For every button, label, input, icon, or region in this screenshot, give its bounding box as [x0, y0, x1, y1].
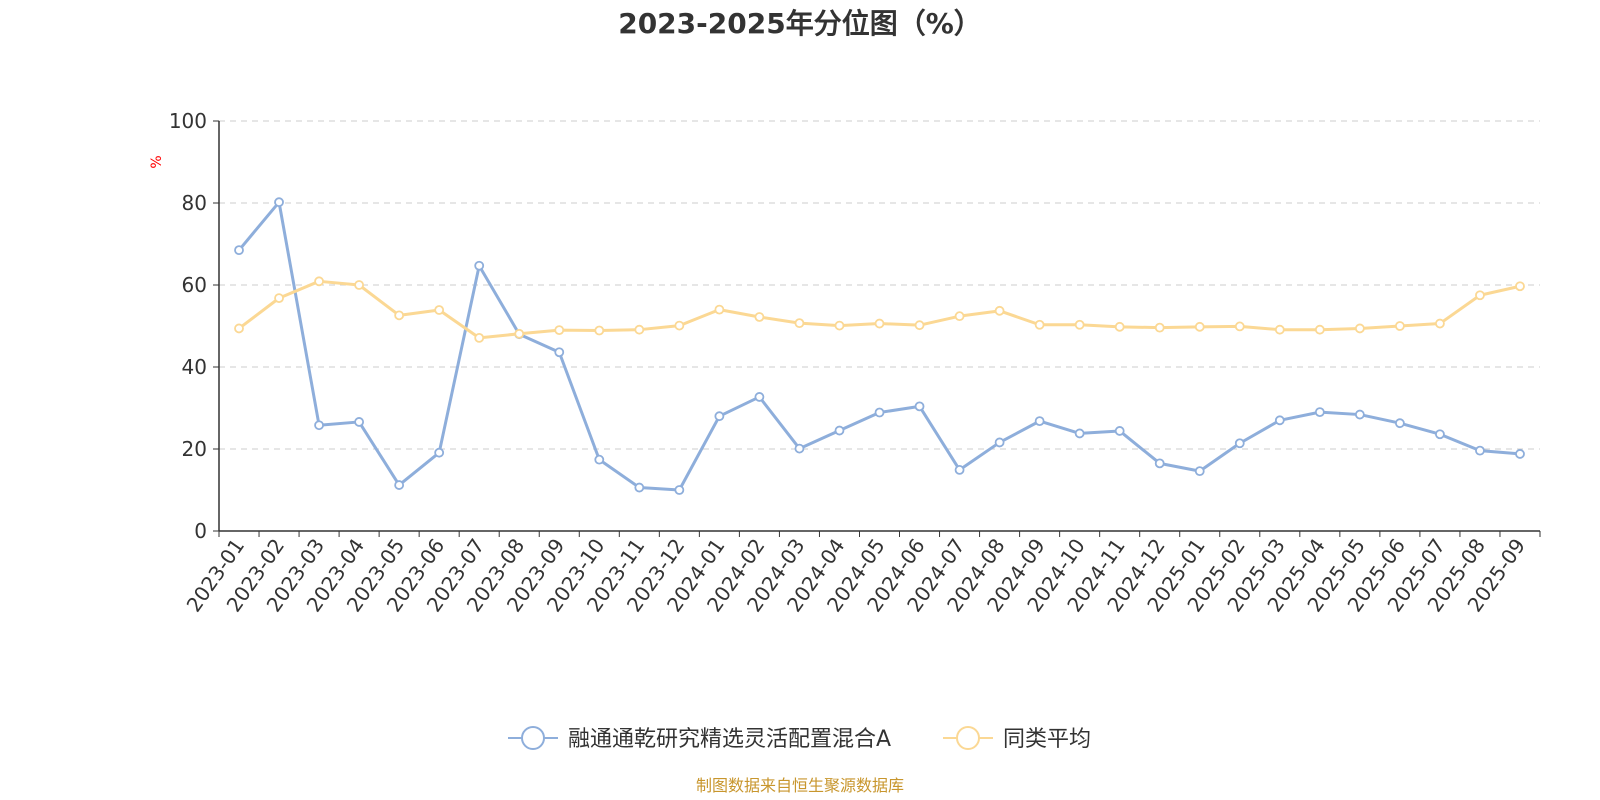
data-point[interactable]: [394, 310, 405, 321]
data-point[interactable]: [714, 304, 725, 315]
legend-item[interactable]: 同类平均: [943, 726, 1091, 752]
data-point[interactable]: [354, 280, 365, 290]
data-point[interactable]: [954, 465, 965, 475]
data-point[interactable]: [1074, 428, 1085, 439]
data-point[interactable]: [754, 392, 765, 402]
y-tick-label: 20: [182, 437, 207, 461]
x-axis-ticks: 2023-012023-022023-032023-042023-052023-…: [182, 531, 1541, 616]
data-point[interactable]: [274, 293, 284, 304]
gridlines: [219, 120, 1540, 450]
data-point[interactable]: [1154, 322, 1165, 333]
data-point[interactable]: [514, 328, 525, 339]
y-axis-unit-label: %: [149, 155, 165, 168]
data-point[interactable]: [1394, 321, 1405, 331]
data-point[interactable]: [1314, 407, 1325, 418]
data-point[interactable]: [434, 305, 445, 315]
data-point[interactable]: [794, 318, 805, 329]
data-point[interactable]: [874, 318, 885, 329]
data-point[interactable]: [594, 325, 605, 336]
data-point[interactable]: [1515, 281, 1525, 292]
data-point[interactable]: [1274, 324, 1285, 335]
data-point[interactable]: [1435, 429, 1445, 440]
data-point[interactable]: [1194, 321, 1205, 332]
data-point[interactable]: [554, 325, 565, 336]
data-point[interactable]: [914, 401, 925, 412]
legend-item[interactable]: 融通通乾研究精选灵活配置混合A: [508, 726, 891, 752]
series-layer: [234, 197, 1525, 495]
data-point[interactable]: [594, 454, 605, 465]
data-point[interactable]: [1475, 445, 1485, 456]
data-point[interactable]: [914, 320, 925, 331]
data-point[interactable]: [554, 347, 565, 358]
legend-swatch-marker: [521, 726, 545, 750]
data-point[interactable]: [754, 312, 765, 322]
series-line: [237, 200, 1521, 492]
data-point[interactable]: [354, 417, 365, 427]
data-point[interactable]: [994, 305, 1005, 316]
chart-title: 2023-2025年分位图（%）: [618, 7, 982, 40]
series-line: [238, 279, 1521, 340]
data-point[interactable]: [274, 197, 284, 208]
series-1: [234, 276, 1525, 343]
data-point[interactable]: [1114, 321, 1125, 332]
y-tick-label: 0: [194, 519, 207, 543]
data-point[interactable]: [474, 260, 485, 271]
data-point[interactable]: [1114, 426, 1125, 436]
legend-label: 融通通乾研究精选灵活配置混合A: [568, 727, 891, 752]
data-point[interactable]: [1034, 416, 1045, 427]
data-point[interactable]: [634, 324, 645, 335]
data-point[interactable]: [994, 437, 1005, 448]
data-point[interactable]: [954, 311, 965, 322]
data-point[interactable]: [314, 420, 324, 431]
y-tick-label: 60: [182, 273, 207, 297]
data-point[interactable]: [1314, 324, 1325, 335]
legend-swatch-marker: [956, 726, 980, 750]
data-point[interactable]: [1475, 290, 1485, 301]
data-point[interactable]: [1435, 318, 1445, 329]
data-point[interactable]: [1234, 321, 1245, 332]
data-point[interactable]: [234, 245, 244, 256]
data-point[interactable]: [1074, 319, 1085, 330]
series-0: [234, 197, 1525, 495]
data-point[interactable]: [434, 447, 445, 458]
data-point[interactable]: [1354, 409, 1365, 420]
data-point[interactable]: [1515, 449, 1525, 459]
data-point[interactable]: [1274, 415, 1285, 426]
data-point[interactable]: [234, 323, 244, 334]
data-point[interactable]: [394, 480, 405, 490]
data-point[interactable]: [874, 407, 885, 418]
y-tick-label: 40: [182, 355, 207, 379]
data-point[interactable]: [634, 482, 645, 493]
data-point[interactable]: [314, 276, 324, 287]
data-point[interactable]: [1154, 458, 1165, 469]
data-point[interactable]: [674, 320, 685, 331]
data-point[interactable]: [1354, 323, 1365, 334]
axes: [218, 121, 1540, 532]
legend[interactable]: 融通通乾研究精选灵活配置混合A 同类平均: [508, 726, 1091, 752]
data-point[interactable]: [834, 320, 845, 331]
data-point[interactable]: [794, 443, 805, 454]
data-point[interactable]: [834, 425, 845, 436]
data-source-note: 制图数据来自恒生聚源数据库: [696, 776, 904, 795]
data-point[interactable]: [1194, 466, 1205, 477]
data-point[interactable]: [714, 411, 725, 422]
y-axis-ticks: 0 20 40 60 80 100: [169, 109, 219, 543]
data-point[interactable]: [674, 485, 685, 495]
data-point[interactable]: [1034, 319, 1045, 330]
legend-label: 同类平均: [1003, 727, 1091, 752]
data-point[interactable]: [1394, 418, 1405, 429]
data-point[interactable]: [474, 332, 485, 343]
y-tick-label: 100: [169, 109, 207, 133]
y-tick-label: 80: [182, 191, 207, 215]
data-point[interactable]: [1234, 438, 1245, 449]
